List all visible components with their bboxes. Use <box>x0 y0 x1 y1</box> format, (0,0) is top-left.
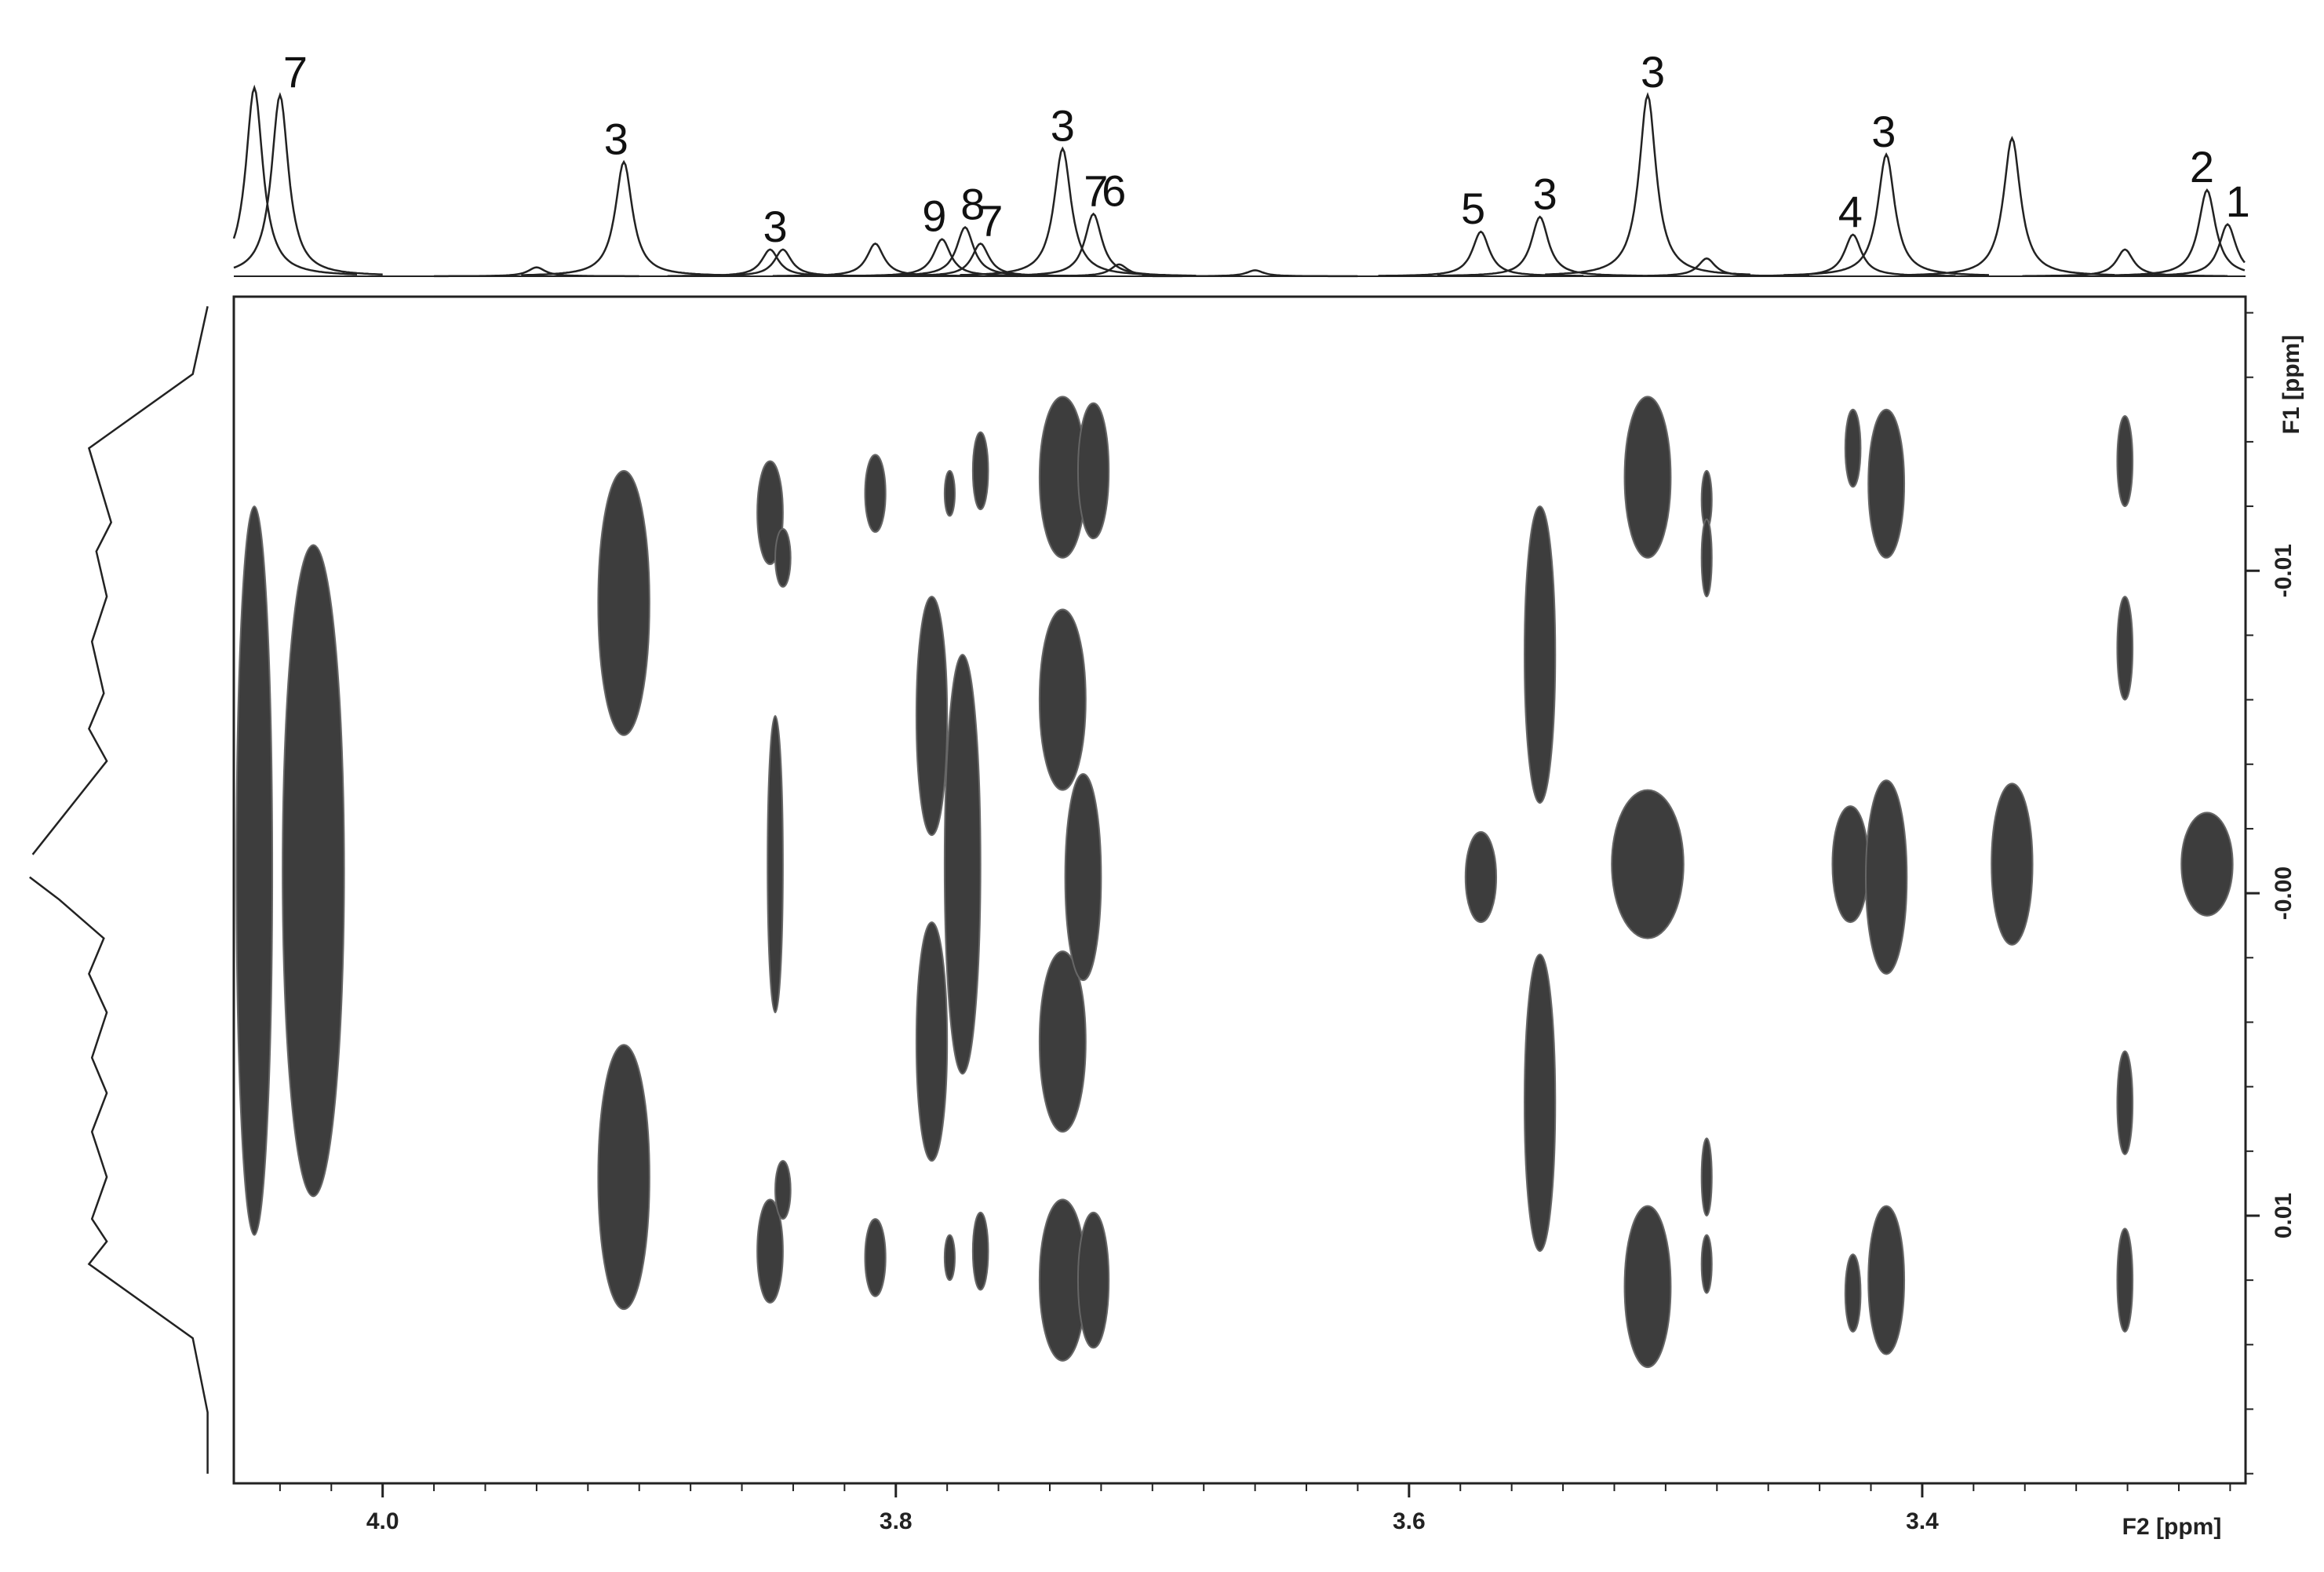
cross-peak <box>864 454 887 533</box>
peak-label: 5 <box>1461 184 1485 233</box>
x-tick-label: 3.8 <box>880 1508 912 1534</box>
peak-label: 3 <box>763 202 787 251</box>
peak-label: 1 <box>2226 177 2250 226</box>
peak-label: 3 <box>1871 107 1896 156</box>
trace-peak <box>1152 269 1358 278</box>
peak-label: 3 <box>1641 47 1665 97</box>
peak-label: 2 <box>2190 142 2214 191</box>
x-tick-label: 3.4 <box>1906 1508 1939 1534</box>
cross-peak <box>915 921 949 1162</box>
trace-peak <box>772 243 978 277</box>
cross-peak <box>971 1211 989 1291</box>
trace-peak <box>990 212 1197 277</box>
cross-peak <box>943 654 982 1075</box>
cross-peak <box>756 1198 784 1304</box>
cross-peak <box>1524 954 1557 1253</box>
trace-peak <box>2125 223 2246 277</box>
cross-peak <box>2116 1227 2134 1333</box>
cross-peak <box>767 715 784 1014</box>
trace-peak <box>1604 257 1809 278</box>
peak-label: 7 <box>978 195 1003 245</box>
cross-peak <box>2116 596 2134 701</box>
peak-label: 7 <box>283 47 308 97</box>
cross-peak <box>1867 1205 1906 1355</box>
cross-peak <box>774 527 792 588</box>
cross-peak <box>1700 1137 1713 1216</box>
trace-peak <box>1545 92 1750 275</box>
cross-peak <box>1700 518 1713 598</box>
cross-peak <box>1864 779 1908 975</box>
x-tick-label: 3.6 <box>1393 1508 1426 1534</box>
y-tick-label: -0.01 <box>2271 544 2297 597</box>
peak-label: 7 <box>1084 166 1108 216</box>
y-tick-label: -0.00 <box>2271 866 2297 920</box>
cross-peak <box>1611 789 1685 939</box>
trace-peak <box>1909 135 2115 276</box>
cross-peak <box>1831 805 1870 924</box>
cross-peak <box>1524 505 1557 804</box>
cross-peak <box>1464 831 1498 924</box>
peak-label: 3 <box>604 114 628 163</box>
cross-peak <box>864 1218 887 1297</box>
cross-peak <box>1623 396 1672 559</box>
peak-label: 3 <box>1533 169 1557 218</box>
cross-peak <box>1038 608 1087 791</box>
trace-peak <box>1016 263 1222 278</box>
cross-peak <box>597 469 650 736</box>
cross-peak <box>943 469 956 517</box>
cross-peak <box>282 544 345 1198</box>
trace-peak <box>1783 152 1990 276</box>
plot-frame <box>232 295 2247 1485</box>
trace-peak <box>667 248 873 277</box>
cross-peak <box>915 596 949 837</box>
cross-peak <box>2180 812 2234 917</box>
peak-label: 6 <box>1102 166 1126 216</box>
y-axis-label: F1 [ppm] <box>2278 335 2304 435</box>
cross-peak <box>2116 1050 2134 1155</box>
x-tick-label: 4.0 <box>366 1508 399 1534</box>
trace-peak <box>521 159 727 276</box>
cross-peak <box>235 505 274 1236</box>
trace-peak <box>434 266 639 278</box>
peak-label: 4 <box>1838 187 1863 236</box>
peak-label: 3 <box>1051 100 1075 150</box>
peak-label: 9 <box>922 191 946 241</box>
cross-peak <box>1700 1234 1713 1294</box>
cross-peak <box>1844 1253 1862 1333</box>
cross-peak <box>1991 782 2034 946</box>
cross-peak <box>1844 408 1862 488</box>
f1-projection <box>29 306 209 1474</box>
cross-peak <box>1076 402 1110 540</box>
trace-peak <box>2022 248 2228 277</box>
trace-peak <box>1750 233 1956 277</box>
x-axis-label: F2 [ppm] <box>2122 1514 2222 1540</box>
trace-peak <box>680 248 886 277</box>
trace-peak <box>233 92 383 275</box>
trace-peak <box>232 84 358 275</box>
cross-peak <box>774 1160 792 1220</box>
cross-peak <box>971 431 989 511</box>
cross-peak <box>1867 408 1906 559</box>
trace-peak <box>1437 215 1643 277</box>
cross-peak <box>1064 773 1102 982</box>
cross-peak <box>1076 1211 1110 1349</box>
cross-peak <box>943 1234 956 1282</box>
cross-peak <box>597 1044 650 1311</box>
trace-peak <box>960 146 1166 276</box>
cross-peak <box>2116 415 2134 508</box>
peak-label: 8 <box>960 180 985 229</box>
y-tick-label: 0.01 <box>2271 1193 2297 1238</box>
cross-peak <box>1038 950 1087 1133</box>
cross-peak <box>1623 1205 1672 1369</box>
